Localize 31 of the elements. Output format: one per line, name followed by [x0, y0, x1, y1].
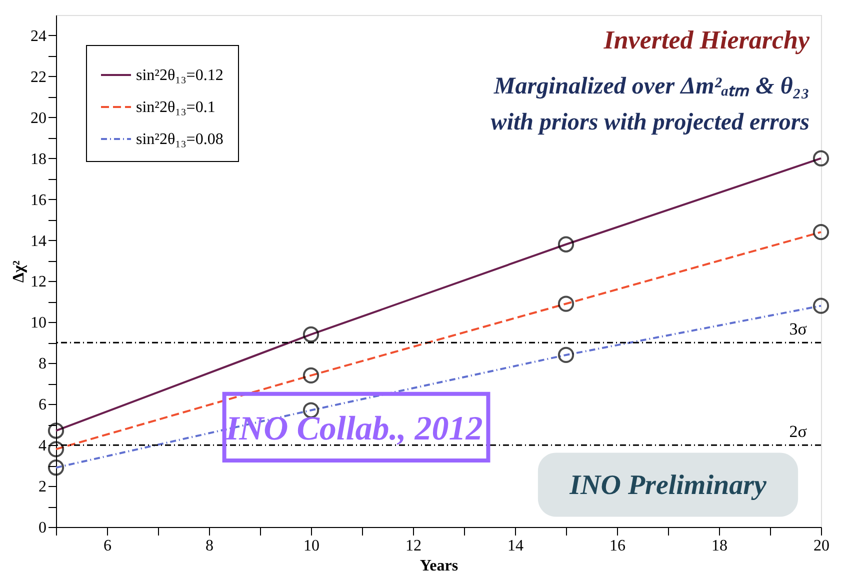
legend-label: sin²2θ₁₃=0.08: [136, 131, 224, 148]
y-tick-label: 0: [38, 520, 46, 536]
y-tick-label: 2: [38, 478, 46, 496]
x-tick-label: 18: [712, 538, 728, 554]
x-tick-label: 6: [104, 538, 112, 554]
chart-title: Inverted Hierarchy: [602, 26, 810, 55]
x-tick-label: 20: [814, 538, 830, 554]
legend-label: sin²2θ₁₃=0.1: [136, 99, 216, 116]
x-axis-title: Years: [420, 558, 458, 574]
ref-line-label: 2σ: [789, 422, 807, 442]
y-tick-label: 10: [30, 314, 46, 332]
x-tick-label: 16: [610, 538, 626, 554]
y-tick-label: 16: [30, 192, 46, 209]
x-tick-label: 14: [508, 538, 524, 554]
y-tick-label: 4: [38, 438, 46, 455]
x-tick-label: 12: [406, 538, 422, 554]
y-tick-label: 8: [38, 356, 46, 373]
annotation: INO Preliminary: [568, 470, 767, 502]
y-tick-label: 24: [30, 28, 46, 45]
x-tick-label: 8: [206, 538, 214, 554]
x-tick-label: 10: [304, 538, 320, 554]
y-tick-label: 14: [30, 232, 46, 250]
text: Marginalized over Δm²ₐₜₘ & θ₂₃ with priors with projected errors: [490, 74, 810, 136]
y-axis-title: Δχ²: [10, 260, 28, 283]
y-tick-label: 22: [30, 68, 46, 86]
y-tick-label: 18: [30, 150, 46, 168]
y-tick-label: 6: [38, 396, 46, 414]
legend-label: sin²2θ₁₃=0.12: [136, 67, 224, 84]
y-tick-label: 12: [30, 274, 46, 291]
ref-line-label: 3σ: [789, 320, 807, 339]
y-tick-label: 20: [30, 110, 46, 127]
